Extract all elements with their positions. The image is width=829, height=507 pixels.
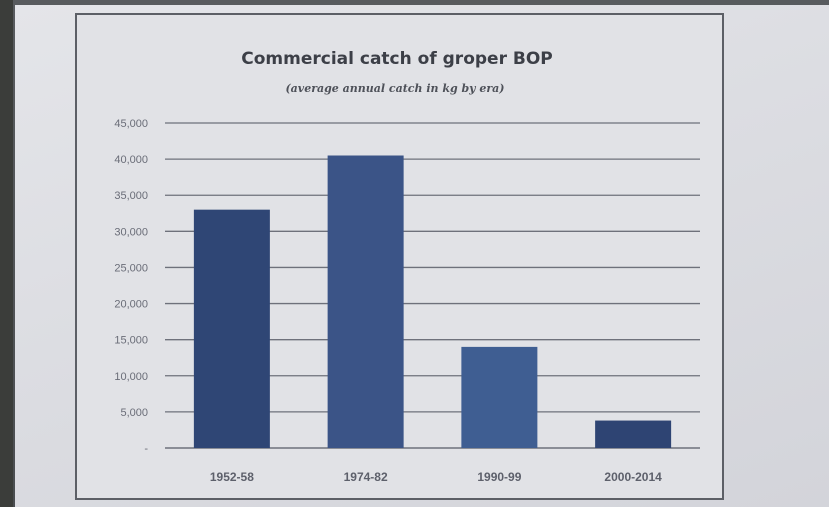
y-tick-label: 45,000 xyxy=(114,118,148,130)
y-tick-label: 35,000 xyxy=(114,190,148,202)
y-tick-label: 25,000 xyxy=(114,262,148,274)
x-tick-label: 2000-2014 xyxy=(604,470,662,484)
x-tick-label: 1990-99 xyxy=(477,470,521,484)
chart-title: Commercial catch of groper BOP xyxy=(241,49,553,69)
y-tick-label: 5,000 xyxy=(120,407,148,419)
y-tick-label: - xyxy=(144,443,148,455)
left-frame-edge xyxy=(0,0,13,507)
y-tick-label: 15,000 xyxy=(114,335,148,347)
y-tick-label: 20,000 xyxy=(114,299,148,311)
bar xyxy=(193,209,270,448)
y-tick-label: 30,000 xyxy=(114,226,148,238)
y-tick-label: 40,000 xyxy=(114,154,148,166)
bar xyxy=(595,420,672,448)
x-tick-label: 1952-58 xyxy=(210,470,254,484)
y-tick-label: 10,000 xyxy=(114,371,148,383)
x-axis-ticks: 1952-58 1974-82 1990-99 2000-2014 xyxy=(210,470,662,484)
bars xyxy=(193,155,672,448)
y-axis-ticks: - 5,000 10,000 15,000 20,000 25,000 30,000 35,0… xyxy=(114,118,148,455)
chart-subtitle: (average annual catch in kg by era) xyxy=(285,82,504,95)
bar xyxy=(327,155,404,448)
x-tick-label: 1974-82 xyxy=(344,470,388,484)
bar xyxy=(461,346,538,448)
